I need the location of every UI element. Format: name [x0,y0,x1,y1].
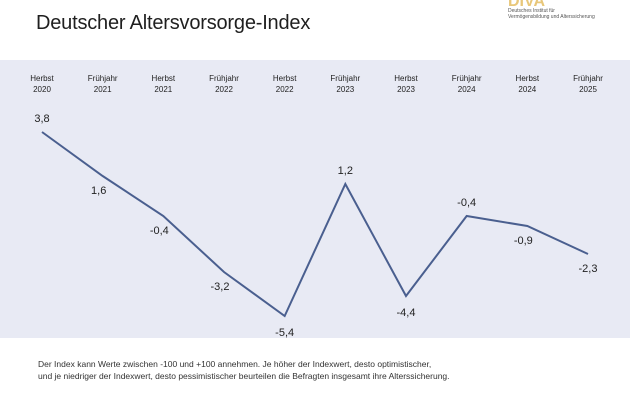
diva-logo-mark: DIVA [508,0,545,8]
x-tick-label: Herbst 2022 [273,74,297,94]
x-tick-label: Herbst 2024 [516,74,540,94]
footnote: Der Index kann Werte zwischen -100 und +… [38,358,450,382]
x-tick-label: Herbst 2020 [30,74,54,94]
svg-text:DIVA: DIVA [508,0,545,8]
data-label: -4,4 [397,307,416,319]
logo-text-line-2: Vermögensbildung und Alterssicherung [508,14,595,20]
series-line [41,131,589,318]
logo-text-line-1: Deutsches Institut für [508,8,555,14]
x-tick-label: Frühjahr 2023 [330,74,360,94]
chart-panel: Herbst 2020 Frühjahr 2021 Herbst 2021 Frühjahr… [0,60,630,338]
data-label: 1,2 [338,165,353,177]
data-label: 3,8 [34,113,49,125]
x-tick-label: Frühjahr 2024 [452,74,482,94]
x-tick-label: Frühjahr 2025 [573,74,603,94]
data-label: -3,2 [211,281,230,293]
line-chart: Herbst 2020 Frühjahr 2021 Herbst 2021 Frühjahr… [30,74,603,338]
data-label: -0,4 [457,197,476,209]
data-label: 1,6 [91,185,106,197]
x-tick-label: Frühjahr 2021 [88,74,118,94]
page-title: Deutscher Altersvorsorge-Index [36,12,311,34]
data-label: -2,3 [579,263,598,275]
footnote-line-1: Der Index kann Werte zwischen -100 und +… [38,359,432,369]
x-tick-label: Herbst 2023 [394,74,418,94]
x-tick-label: Herbst 2021 [152,74,176,94]
data-label: -5,4 [275,327,294,338]
data-label: -0,4 [150,225,169,237]
data-label: -0,9 [514,235,533,247]
diva-logo: DIVA Deutsches Institut für Vermögensbil… [508,0,618,34]
footnote-line-2: und je niedriger der Indexwert, desto pe… [38,371,450,381]
x-tick-label: Frühjahr 2022 [209,74,239,94]
